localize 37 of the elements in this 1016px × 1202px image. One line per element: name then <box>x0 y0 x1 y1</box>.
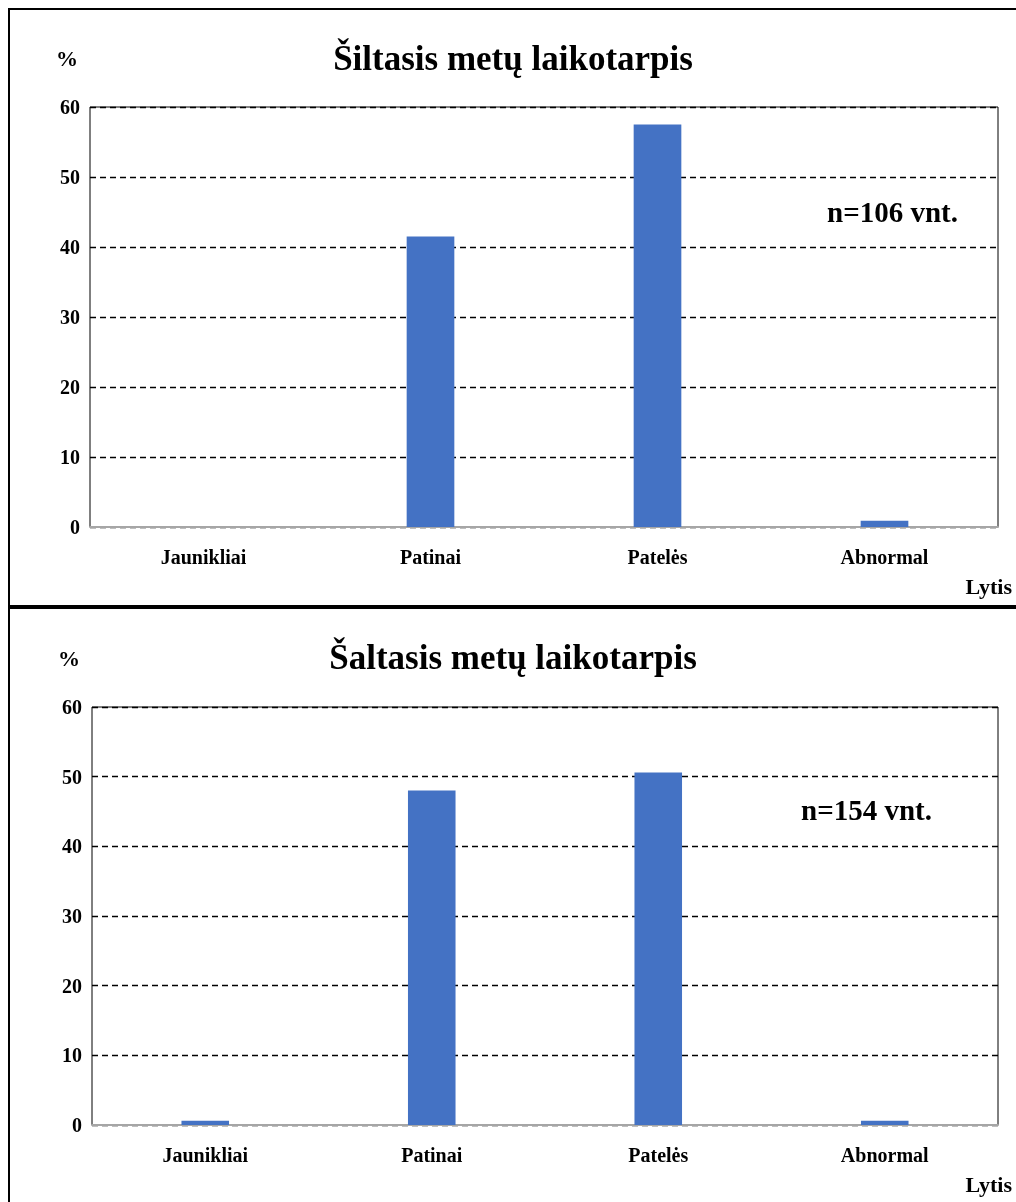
annotation: n=154 vnt. <box>801 793 933 826</box>
bar <box>634 772 683 1125</box>
y-tick-label: 10 <box>62 1044 82 1067</box>
bar <box>860 520 909 527</box>
y-tick-label: 50 <box>62 765 82 788</box>
x-tick-label: Patelės <box>628 1144 689 1166</box>
bar <box>633 124 682 527</box>
y-tick-label: 30 <box>62 905 82 927</box>
bar <box>407 790 456 1125</box>
x-tick-label: Jaunikliai <box>160 546 247 568</box>
chart-title: Šaltasis metų laikotarpis <box>329 637 697 677</box>
y-axis-title: % <box>58 645 80 671</box>
y-tick-label: 60 <box>62 696 82 718</box>
bar <box>860 1120 909 1125</box>
y-tick-label: 40 <box>60 236 80 258</box>
x-axis-title: Lytis <box>965 1171 1013 1197</box>
y-tick-label: 40 <box>62 835 82 858</box>
x-tick-label: Patinai <box>399 546 462 568</box>
y-tick-label: 20 <box>62 974 82 997</box>
y-tick-label: 10 <box>60 446 80 468</box>
y-tick-label: 30 <box>60 306 80 328</box>
x-tick-label: Abnormal <box>840 1144 930 1166</box>
y-axis-title: % <box>56 45 78 71</box>
y-tick-label: 60 <box>60 96 80 118</box>
x-tick-label: Jaunikliai <box>162 1144 249 1166</box>
x-tick-label: Patelės <box>627 546 688 568</box>
chart-title: Šiltasis metų laikotarpis <box>333 38 693 78</box>
x-axis-title: Lytis <box>965 573 1013 599</box>
bar <box>181 1120 230 1125</box>
bar <box>406 236 455 527</box>
y-tick-label: 0 <box>72 1114 82 1136</box>
y-tick-label: 20 <box>60 376 80 398</box>
y-tick-label: 0 <box>70 516 80 538</box>
x-tick-label: Abnormal <box>840 546 929 568</box>
x-tick-label: Patinai <box>401 1144 463 1166</box>
y-tick-label: 50 <box>60 166 80 188</box>
annotation: n=106 vnt. <box>827 195 959 228</box>
